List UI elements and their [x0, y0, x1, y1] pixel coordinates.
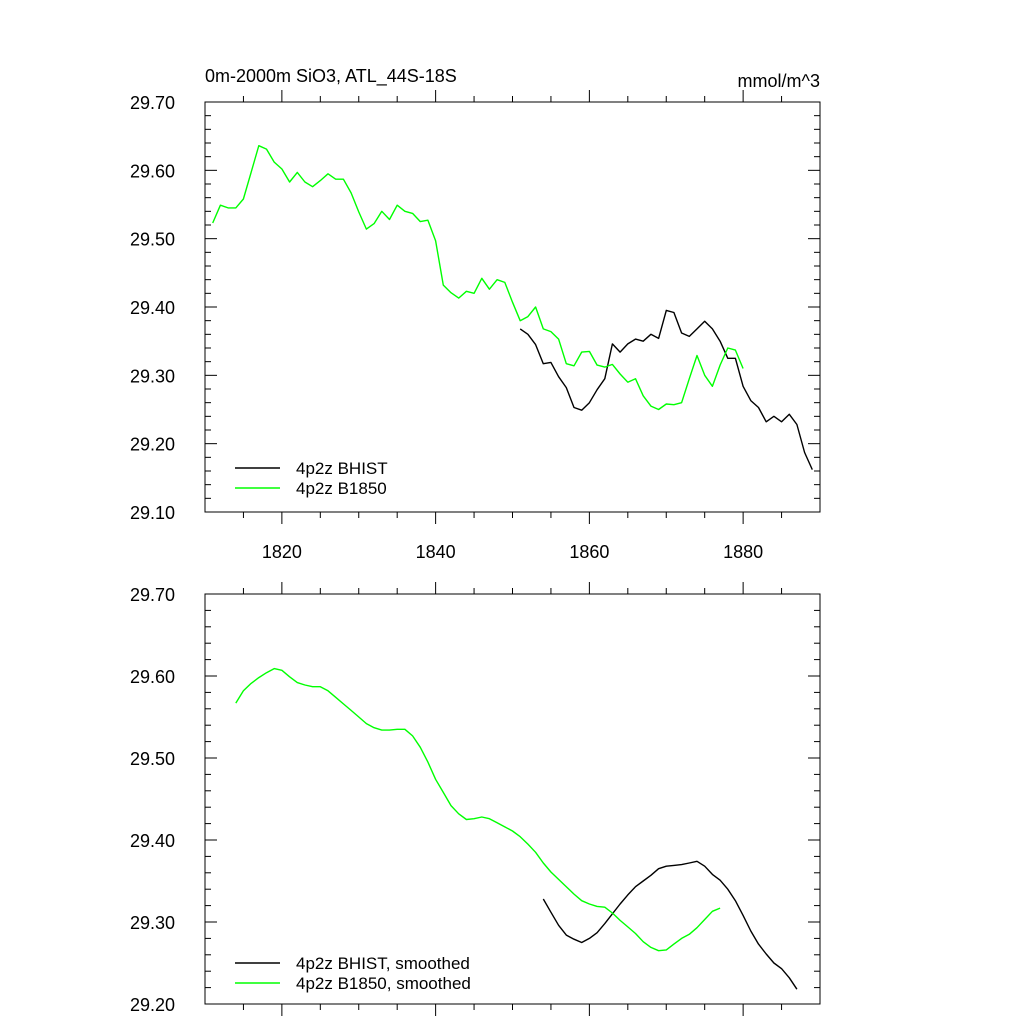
series-line-b1850: [212, 144, 744, 411]
y-tick-label: 29.40: [130, 831, 175, 851]
x-tick-label: 1860: [569, 542, 609, 562]
y-tick-label: 29.60: [130, 667, 175, 687]
x-tick-label: 1820: [262, 542, 302, 562]
x-tick-label: 1880: [723, 542, 763, 562]
y-tick-label: 29.10: [130, 503, 175, 523]
chart-title: 0m-2000m SiO3, ATL_44S-18S: [205, 66, 457, 87]
y-tick-label: 29.20: [130, 435, 175, 455]
legend-label: 4p2z B1850, smoothed: [296, 974, 471, 993]
y-tick-label: 29.70: [130, 585, 175, 605]
plot-frame: [204, 593, 821, 1005]
y-tick-label: 29.50: [130, 230, 175, 250]
legend-label: 4p2z BHIST: [296, 459, 388, 478]
y-tick-label: 29.70: [130, 93, 175, 113]
legend-label: 4p2z BHIST, smoothed: [296, 954, 470, 973]
series-line-bhist: [542, 860, 798, 990]
y-tick-label: 29.30: [130, 913, 175, 933]
y-tick-label: 29.30: [130, 366, 175, 386]
y-tick-label: 29.60: [130, 161, 175, 181]
units-label: mmol/m^3: [738, 71, 820, 91]
bottom-panel: 29.20 29.30 29.40 29.50 29.60 29.70 4p2z BHIST…: [130, 582, 821, 1016]
series-line-bhist: [519, 309, 813, 470]
series-line-b1850: [235, 667, 721, 952]
top-panel: 1820 1840 1860 1880 29.10 29.20 29.30 29.40 29.5…: [130, 90, 821, 562]
x-tick-label: 1840: [416, 542, 456, 562]
y-tick-label: 29.20: [130, 995, 175, 1015]
y-tick-label: 29.50: [130, 749, 175, 769]
legend-label: 4p2z B1850: [296, 479, 387, 498]
plot-frame: [204, 101, 821, 513]
y-tick-label: 29.40: [130, 298, 175, 318]
